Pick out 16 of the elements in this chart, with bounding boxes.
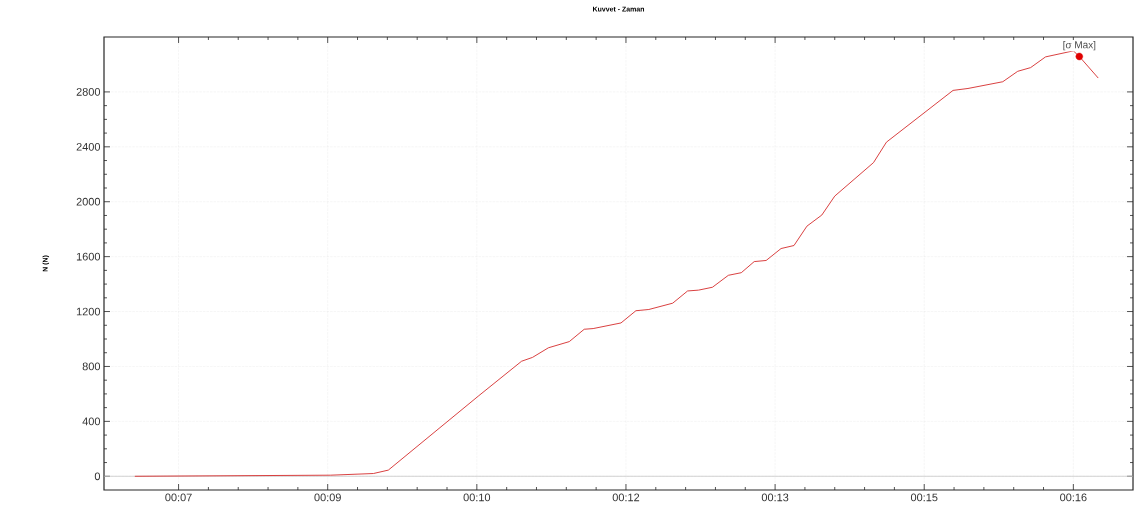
x-tick-label: 00:12 (612, 493, 640, 502)
x-tick-label: 00:15 (910, 493, 938, 502)
x-tick-label: 00:13 (761, 493, 789, 502)
y-tick-label: 800 (82, 362, 101, 371)
x-tick-label: 00:10 (463, 493, 491, 502)
y-tick-label: 2400 (76, 142, 101, 151)
y-tick-label: 400 (82, 417, 101, 426)
y-tick-label: 1600 (76, 252, 101, 261)
annotation: [σ Max] (1063, 41, 1096, 51)
y-tick-label: 0 (94, 472, 101, 481)
y-tick-label: 2000 (76, 197, 101, 206)
x-tick-label: 00:07 (165, 493, 192, 502)
y-tick-label: 1200 (76, 307, 101, 316)
x-tick-label: 00:16 (1060, 493, 1087, 502)
y-tick-label: 2800 (76, 88, 101, 96)
x-tick-label: 00:09 (314, 493, 341, 502)
